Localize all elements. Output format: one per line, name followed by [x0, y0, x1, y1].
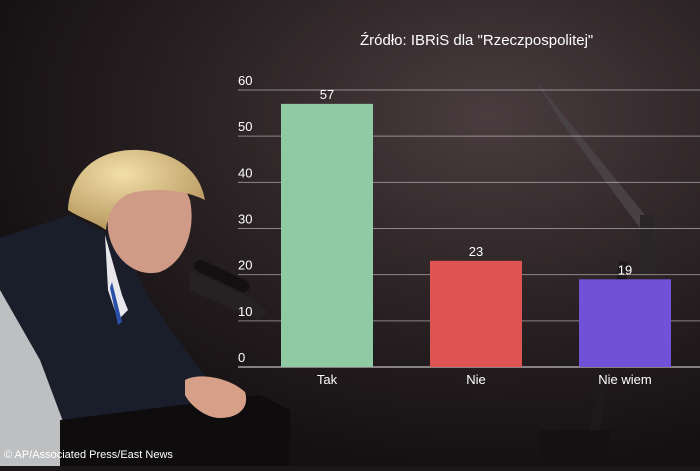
x-axis-ticks: Tak Nie Nie wiem: [317, 372, 652, 387]
bars: [281, 103, 671, 367]
x-tick-label: Nie: [466, 372, 486, 387]
y-tick-label: 0: [238, 350, 245, 365]
chart-source: Źródło: IBRiS dla "Rzeczpospolitej": [360, 32, 594, 49]
bar-nie-wiem: [579, 279, 671, 367]
data-label: 23: [469, 244, 483, 259]
photo-credit: © AP/Associated Press/East News: [4, 449, 173, 461]
data-labels: 57 23 19: [320, 87, 632, 277]
x-tick-label: Tak: [317, 372, 338, 387]
y-tick-label: 30: [238, 212, 252, 227]
bar-nie: [430, 260, 522, 367]
x-tick-label: Nie wiem: [598, 372, 651, 387]
y-tick-label: 50: [238, 119, 252, 134]
y-axis-ticks: 0 10 20 30 40 50 60: [238, 73, 252, 365]
bar-tak: [281, 103, 373, 367]
y-tick-label: 20: [238, 258, 252, 273]
y-tick-label: 60: [238, 73, 252, 88]
data-label: 57: [320, 87, 334, 102]
y-tick-label: 40: [238, 165, 252, 180]
speaker-figure-graphic: [0, 149, 290, 466]
y-tick-label: 10: [238, 304, 252, 319]
data-label: 19: [618, 262, 632, 277]
